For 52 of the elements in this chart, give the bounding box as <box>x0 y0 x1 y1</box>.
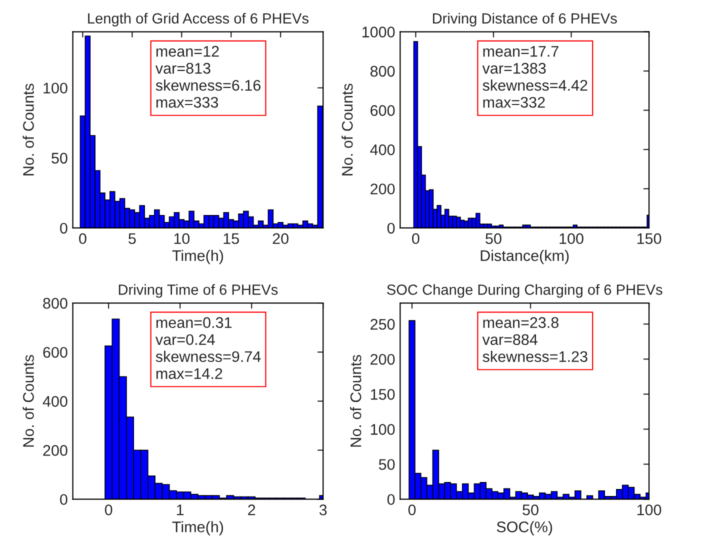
x-axis-title: Distance(km) <box>480 250 569 264</box>
annotation: mean=17.7 var=1383 skewness=4.42 max=332 <box>482 46 588 108</box>
x-tick-label: 5 <box>128 233 136 244</box>
y-axis-title: No. of Counts <box>350 354 362 447</box>
x-tick-label: 150 <box>637 233 662 244</box>
chart-title: Length of Grid Access of 6 PHEVs <box>88 12 308 26</box>
x-tick-label: 3 <box>319 504 327 516</box>
y-tick-label: 200 <box>370 184 395 194</box>
x-tick-label: 0 <box>408 504 416 516</box>
y-tick-label: 50 <box>378 459 395 470</box>
x-tick-label: 0 <box>79 233 86 244</box>
x-tick-label: 50 <box>486 233 502 244</box>
x-tick-label: 10 <box>174 233 190 244</box>
x-tick-label: 15 <box>224 233 239 244</box>
y-tick-label: 600 <box>43 346 68 358</box>
y-axis-title: No. of Counts <box>342 84 353 176</box>
y-tick-label: 50 <box>52 152 68 164</box>
annotation: mean=12 var=813 skewness=6.16 max=333 <box>155 46 260 108</box>
annotation: mean=23.8 var=884 skewness=1.23 <box>482 317 588 362</box>
chart-title: SOC Change During Charging of 6 PHEVs <box>387 284 662 298</box>
y-tick-label: 0 <box>60 222 68 234</box>
y-tick-label: 600 <box>370 105 395 116</box>
x-tick-label: 100 <box>637 504 662 516</box>
y-axis-title: No. of Counts <box>22 84 34 176</box>
x-tick-label: 100 <box>560 233 584 244</box>
chart-title: Driving Distance of 6 PHEVs <box>432 12 617 26</box>
y-axis-title: No. of Counts <box>22 354 34 447</box>
x-tick-label: 2 <box>248 504 256 516</box>
y-tick-label: 1000 <box>362 26 395 38</box>
y-tick-label: 200 <box>370 354 395 365</box>
y-tick-label: 100 <box>44 82 68 94</box>
y-tick-label: 150 <box>370 388 395 400</box>
y-tick-label: 800 <box>43 298 68 309</box>
x-tick-label: 50 <box>522 504 538 516</box>
x-axis-title: Time(h) <box>172 521 224 536</box>
x-axis-title: SOC(%) <box>496 521 552 536</box>
x-axis-title: Time(h) <box>172 250 224 264</box>
y-tick-label: 0 <box>60 494 68 505</box>
y-tick-label: 400 <box>370 144 395 156</box>
chart-title: Driving Time of 6 PHEVs <box>118 284 278 298</box>
y-tick-label: 200 <box>43 445 68 456</box>
y-tick-label: 400 <box>42 396 68 407</box>
x-tick-label: 0 <box>104 504 112 516</box>
y-tick-label: 250 <box>370 318 395 330</box>
y-tick-label: 0 <box>387 222 395 234</box>
annotation: mean=0.31 var=0.24 skewness=9.74 max=14.2 <box>155 317 261 380</box>
x-tick-label: 0 <box>412 233 420 244</box>
y-tick-label: 100 <box>370 424 395 435</box>
y-tick-label: 800 <box>370 66 395 77</box>
x-tick-label: 20 <box>272 233 288 244</box>
y-tick-label: 0 <box>387 494 395 505</box>
x-tick-label: 1 <box>177 504 184 516</box>
